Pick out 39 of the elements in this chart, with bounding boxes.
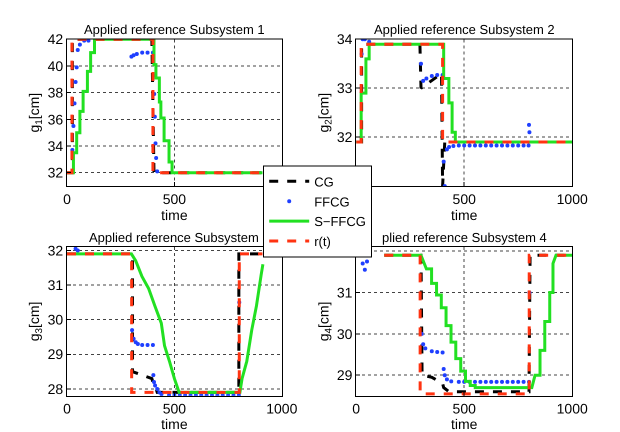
chart-title: Applied reference Subsystem <box>89 230 259 245</box>
y-tick-label: 30 <box>336 326 353 342</box>
y-tick-label: 33 <box>336 80 353 96</box>
y-tick-label: 38 <box>48 84 64 101</box>
legend-label: CG <box>314 174 334 190</box>
chart-title: Applied reference Subsystem 2 <box>374 22 555 37</box>
x-tick-label: 0 <box>63 190 72 207</box>
x-tick-label: 500 <box>452 190 476 207</box>
chart-title: plied reference Subsystem 4 <box>382 230 547 245</box>
x-axis-title: time <box>450 206 478 223</box>
x-tick-label: 0 <box>63 400 72 417</box>
x-tick-label: 500 <box>452 400 476 417</box>
x-axis-title: time <box>161 206 188 223</box>
x-tick-label: 1000 <box>556 190 588 207</box>
y-tick-label: 29 <box>48 346 64 362</box>
y-tick-label: 29 <box>336 367 353 384</box>
x-tick-label: 1000 <box>556 400 588 417</box>
x-tick-label: 500 <box>162 400 186 417</box>
y-tick-label: 36 <box>48 111 64 128</box>
x-tick-label: 500 <box>162 190 186 207</box>
y-tick-label: 30 <box>48 312 64 328</box>
legend-label: S−FFCG <box>314 214 366 230</box>
legend-label: FFCG <box>314 194 350 210</box>
y-tick-label: 32 <box>336 129 353 146</box>
x-axis-title: time <box>450 416 478 432</box>
y-tick-label: 28 <box>48 380 64 397</box>
y-tick-label: 34 <box>48 138 64 154</box>
y-tick-label: 31 <box>336 284 353 300</box>
y-tick-label: 32 <box>48 242 64 258</box>
legend-label: r(t) <box>314 234 331 250</box>
x-axis-title: time <box>161 416 188 432</box>
y-tick-label: 31 <box>48 276 64 293</box>
y-tick-label: 40 <box>48 58 64 74</box>
y-tick-label: 34 <box>336 31 353 48</box>
x-tick-label: 1000 <box>266 400 298 417</box>
chart-title: Applied reference Subsystem 1 <box>84 22 265 37</box>
y-tick-label: 32 <box>48 164 64 181</box>
x-tick-label: 0 <box>352 400 360 417</box>
y-tick-label: 42 <box>48 31 64 48</box>
